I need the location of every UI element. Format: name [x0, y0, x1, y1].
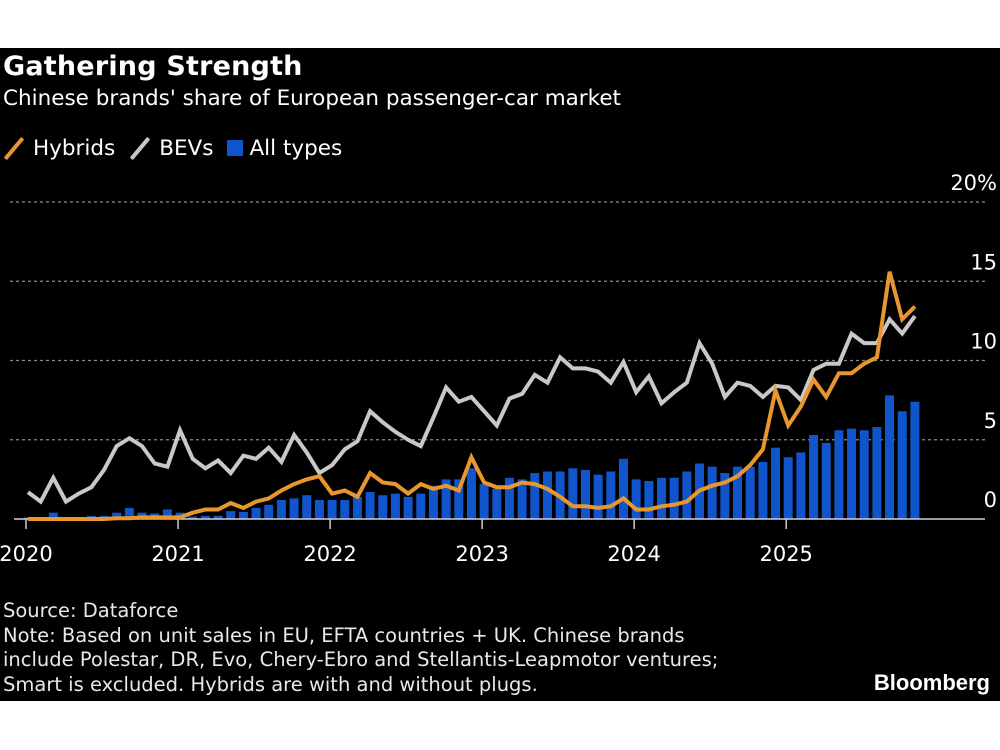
bar-all-types: [796, 452, 806, 519]
bar-all-types: [720, 473, 730, 519]
bar-all-types: [428, 485, 438, 519]
bar-all-types: [378, 495, 388, 519]
bar-all-types: [390, 493, 400, 519]
x-tick-label: 2024: [607, 542, 660, 566]
bar-all-types: [302, 495, 312, 519]
legend: Hybrids BEVs All types: [3, 134, 356, 162]
bar-all-types: [758, 461, 768, 519]
x-tick-label: 2021: [151, 542, 204, 566]
x-tick-label: 2025: [759, 542, 812, 566]
x-tick-label: 2022: [303, 542, 356, 566]
bar-all-types: [606, 471, 616, 519]
bar-all-types: [238, 511, 248, 519]
bar-all-types: [416, 493, 426, 519]
bar-all-types: [48, 512, 58, 519]
line-hybrids: [28, 271, 917, 521]
bar-all-types: [365, 492, 375, 519]
bar-all-types: [188, 516, 198, 519]
note-line-3: Smart is excluded. Hybrids are with and …: [3, 672, 538, 696]
bar-all-types: [847, 428, 857, 519]
chart-panel: [0, 48, 1000, 701]
bar-all-types: [517, 479, 527, 519]
note-line-1: Note: Based on unit sales in EU, EFTA co…: [3, 623, 685, 647]
bar-all-types: [771, 447, 781, 519]
bar-all-types: [657, 477, 666, 519]
y-tick-label: 10: [970, 330, 997, 354]
y-tick-label: 5: [984, 409, 997, 433]
bar-all-types: [618, 458, 628, 519]
bar-all-types: [251, 507, 261, 519]
bar-all-types: [783, 457, 793, 519]
legend-item-all-types: All types: [227, 136, 342, 161]
y-tick-label: 15: [970, 250, 997, 274]
all-types-square-swatch-icon: [227, 140, 244, 156]
bar-all-types: [834, 430, 844, 519]
bar-all-types: [593, 474, 603, 519]
bar-all-types: [821, 442, 831, 519]
legend-item-bevs: BEVs: [129, 136, 213, 161]
bar-all-types: [226, 511, 236, 519]
legend-item-hybrids: Hybrids: [3, 136, 115, 161]
note-line-2: include Polestar, DR, Evo, Chery-Ebro an…: [3, 648, 719, 671]
bar-all-types: [859, 430, 869, 519]
bar-all-types: [644, 480, 654, 519]
bar-all-types: [213, 515, 223, 519]
legend-label-bevs: BEVs: [159, 135, 214, 161]
x-axis-labels: 2020 2021 2022 2023 2024 2025: [0, 542, 813, 566]
bar-all-types: [124, 507, 134, 519]
gridlines: [10, 201, 985, 441]
footnote: Source: Dataforce Note: Based on unit sa…: [3, 599, 718, 697]
bar-all-types: [682, 471, 692, 519]
legend-label-all-types: All types: [249, 135, 343, 161]
y-tick-label: 0: [984, 488, 997, 512]
bar-all-types: [530, 473, 540, 519]
bar-all-types: [454, 479, 464, 519]
bar-all-types: [568, 468, 578, 519]
bar-all-types: [504, 477, 514, 519]
series-lines: [26, 271, 917, 521]
y-axis-labels: 0 5 10 15 20%: [950, 171, 997, 512]
bar-all-types: [542, 471, 552, 519]
bar-all-types: [733, 466, 743, 519]
bar-all-types: [479, 484, 489, 519]
x-tick-label: 2023: [455, 542, 508, 566]
source-text: Source: Dataforce: [3, 599, 179, 622]
bar-all-types: [707, 466, 717, 519]
bar-all-types: [162, 509, 172, 519]
line-bevs: [26, 314, 917, 505]
chart-plot: 0 5 10 15 20% 2020 2021 2022 2023 2024 2025: [0, 171, 997, 566]
x-tick-label: 2020: [0, 542, 53, 566]
x-axis: [14, 518, 985, 529]
chart-subtitle: Chinese brands' share of European passen…: [3, 86, 621, 111]
bar-all-types: [276, 499, 286, 519]
bar-all-types: [669, 477, 679, 519]
bar-all-types: [897, 411, 907, 519]
bar-all-types: [403, 496, 413, 519]
bar-all-types: [327, 499, 337, 519]
bar-all-types: [200, 515, 210, 519]
bar-all-types: [492, 488, 502, 519]
bar-all-types: [745, 466, 755, 519]
bar-all-types: [580, 469, 590, 519]
bar-all-types: [314, 499, 324, 519]
chart-title: Gathering Strength: [3, 51, 303, 82]
bar-all-types: [289, 498, 299, 519]
bar-all-types: [885, 395, 895, 519]
legend-label-hybrids: Hybrids: [33, 135, 116, 161]
bar-all-types: [872, 427, 882, 519]
bar-all-types: [112, 512, 122, 519]
bloomberg-logo: Bloomberg: [873, 670, 990, 695]
bar-all-types: [466, 468, 476, 519]
bar-all-types: [631, 479, 641, 519]
bar-all-types: [352, 496, 362, 519]
y-tick-label: 20%: [950, 171, 997, 195]
bar-all-types: [910, 401, 920, 519]
bar-all-types: [264, 504, 274, 519]
bar-all-types: [809, 434, 819, 519]
bar-all-types: [441, 479, 451, 519]
bar-all-types: [340, 499, 350, 519]
